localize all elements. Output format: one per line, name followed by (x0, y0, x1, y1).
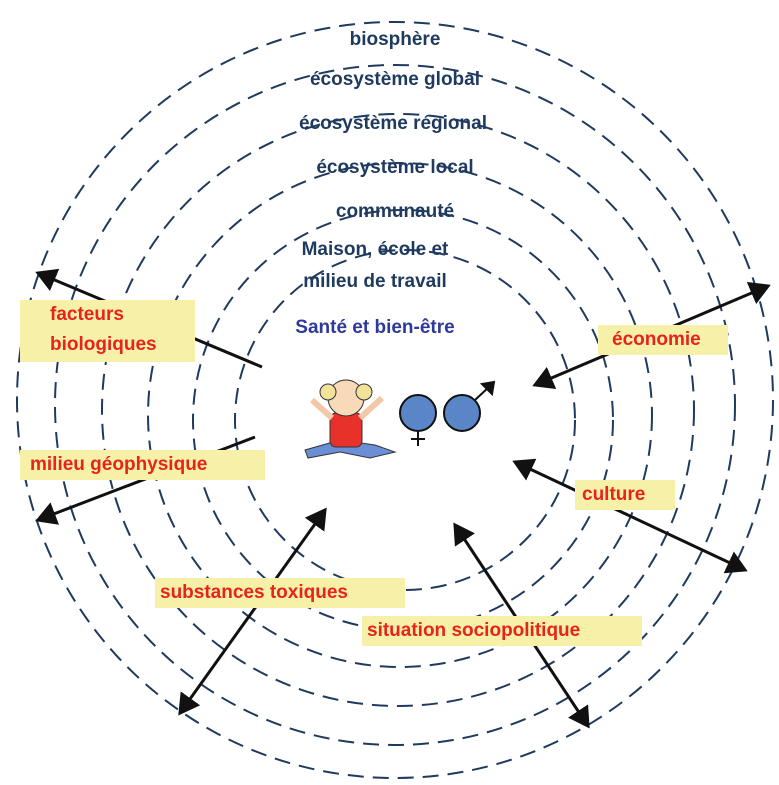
arrow (180, 510, 325, 713)
child-icon (305, 380, 395, 458)
factor-label: économie (612, 329, 701, 350)
factor-label: milieu géophysique (30, 454, 207, 475)
ring-label: écosystème local (316, 157, 473, 178)
factor-label: biologiques (50, 334, 157, 355)
gender-symbols (400, 382, 494, 446)
factor-label: substances toxiques (160, 582, 348, 603)
ring-label: écosystème régional (299, 113, 487, 134)
ring-label: écosystème global (310, 69, 480, 90)
outer-ring (17, 22, 773, 778)
factor-label: situation sociopolitique (367, 620, 580, 641)
diagram: biosphère écosystème global écosystème r… (0, 0, 779, 785)
setting-label: milieu de travail (303, 271, 447, 292)
factor-label: facteurs (50, 304, 124, 325)
arrow (515, 462, 745, 570)
ring-label: biosphère (350, 29, 441, 50)
setting-label: Maison, école et (302, 239, 449, 260)
factor-label: culture (582, 484, 645, 505)
ring-label: communauté (336, 201, 454, 222)
focus-label: Santé et bien-être (295, 317, 454, 338)
